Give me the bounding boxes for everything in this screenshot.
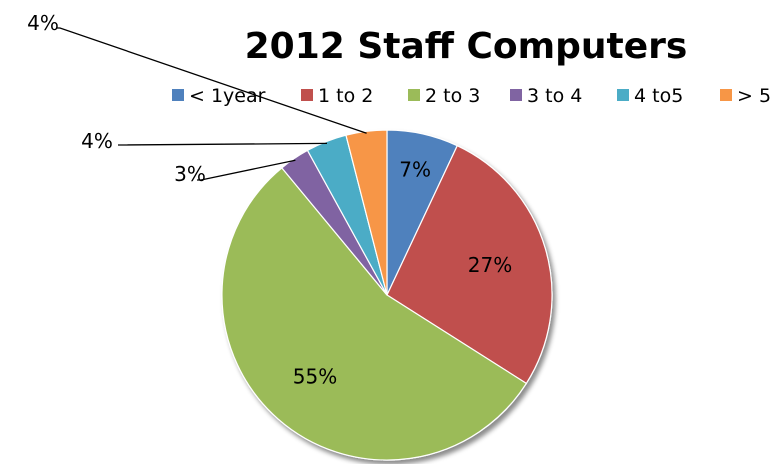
leader-line-4-to5: [118, 142, 328, 146]
pie-slice-5: [345, 129, 388, 296]
leader-line-5: [56, 27, 367, 134]
data-label-1-to-2: 27%: [468, 253, 512, 277]
leader-line-3-to-4: [197, 159, 296, 181]
data-label-5: 4%: [27, 11, 59, 35]
pie-slice-1-to-2: [386, 144, 553, 385]
legend-swatch-5: [720, 89, 732, 101]
data-label-1year: 7%: [399, 157, 431, 181]
legend-label-3-to-4: 3 to 4: [527, 85, 582, 107]
legend-label-1-to-2: 1 to 2: [318, 85, 373, 107]
legend-swatch-1-to-2: [301, 89, 313, 101]
legend-label-1year: < 1year: [189, 85, 266, 107]
legend-swatch-2-to-3: [408, 89, 420, 101]
legend-swatch-4-to5: [617, 89, 629, 101]
legend: < 1year 1 to 2 2 to 3 3 to 4 4 to5 > 5: [172, 85, 771, 107]
data-label-2-to-3: 55%: [293, 365, 337, 389]
legend-label-2-to-3: 2 to 3: [425, 85, 480, 107]
pie-slices: [221, 129, 553, 461]
legend-label-5: > 5: [737, 85, 771, 107]
leader-lines: [56, 27, 367, 181]
data-label-4-to5: 4%: [81, 129, 113, 153]
legend-swatch-3-to-4: [510, 89, 522, 101]
data-label-3-to-4: 3%: [174, 162, 206, 186]
chart-title: 2012 Staff Computers: [245, 26, 688, 67]
legend-swatch-1year: [172, 89, 184, 101]
pie-slice-2-to-3: [221, 167, 528, 461]
data-labels: 7% 27% 55% 3% 4% 4%: [27, 11, 512, 389]
legend-label-4-to5: 4 to5: [634, 85, 683, 107]
